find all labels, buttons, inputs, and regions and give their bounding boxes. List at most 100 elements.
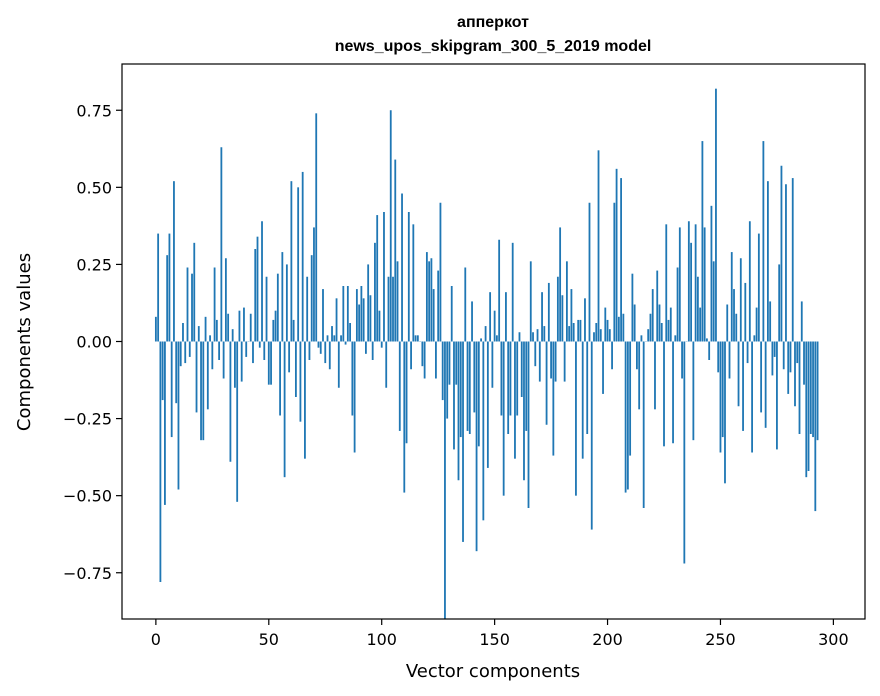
bar-93 — [365, 341, 367, 354]
bar-173 — [545, 341, 548, 425]
bar-23 — [206, 341, 209, 410]
bar-149 — [491, 341, 494, 388]
bar-258 — [737, 341, 740, 407]
y-axis: 0.75 0.50 0.25 0.00 −0.25 −0.50 −0.75 — [63, 101, 122, 583]
bar-31 — [224, 258, 227, 342]
bar-229 — [672, 341, 674, 444]
y-tick-label: 0.75 — [76, 101, 112, 120]
bar-240 — [696, 276, 699, 342]
bar-80 — [335, 298, 338, 342]
bar-19 — [197, 326, 200, 342]
bar-144 — [480, 338, 482, 342]
bar-155 — [505, 292, 507, 342]
bar-165 — [527, 341, 530, 508]
bar-210 — [629, 341, 632, 456]
bar-70 — [313, 227, 315, 342]
bar-247 — [712, 261, 715, 342]
bar-163 — [523, 341, 525, 481]
bar-225 — [663, 341, 665, 447]
bar-42 — [249, 313, 252, 342]
bar-90 — [358, 304, 361, 342]
bar-215 — [640, 335, 643, 342]
bar-112 — [407, 212, 410, 342]
bar-228 — [669, 307, 672, 342]
x-tick-label: 200 — [592, 630, 623, 649]
bar-6 — [168, 233, 171, 342]
bar-105 — [392, 276, 394, 342]
bar-151 — [495, 335, 498, 342]
bar-50 — [267, 341, 270, 385]
bar-180 — [561, 295, 564, 342]
bar-263 — [748, 221, 751, 342]
bar-257 — [735, 313, 738, 342]
bar-145 — [482, 341, 485, 521]
bar-259 — [739, 258, 742, 342]
bar-81 — [337, 341, 340, 388]
bar-120 — [425, 252, 428, 342]
bar-72 — [317, 341, 320, 348]
bar-201 — [608, 329, 611, 342]
bar-36 — [236, 341, 239, 502]
bar-271 — [766, 181, 769, 342]
x-tick-label: 300 — [818, 630, 849, 649]
bar-131 — [450, 286, 453, 342]
bar-143 — [477, 341, 480, 447]
bar-135 — [459, 341, 462, 438]
bar-77 — [328, 341, 331, 370]
bar-183 — [568, 326, 571, 342]
bar-277 — [780, 165, 783, 342]
bar-56 — [281, 252, 284, 342]
bar-252 — [724, 341, 726, 484]
bar-5 — [166, 255, 169, 342]
bar-251 — [721, 341, 724, 438]
bar-86 — [349, 323, 351, 342]
bar-267 — [757, 233, 760, 342]
bar-121 — [428, 261, 431, 342]
bar-122 — [430, 258, 433, 342]
bar-73 — [319, 341, 322, 354]
bar-128 — [444, 341, 446, 619]
bar-282 — [791, 178, 794, 342]
bar-280 — [787, 341, 790, 394]
bar-268 — [760, 341, 763, 413]
bar-126 — [439, 202, 442, 342]
bar-187 — [577, 319, 580, 342]
bar-191 — [586, 341, 589, 434]
bar-116 — [416, 335, 419, 342]
bar-223 — [658, 304, 661, 342]
bar-190 — [584, 298, 586, 342]
bar-82 — [340, 335, 342, 342]
bar-292 — [814, 341, 817, 512]
bar-200 — [606, 319, 609, 342]
bar-88 — [353, 341, 356, 453]
bar-266 — [755, 307, 758, 342]
bar-4 — [164, 341, 166, 505]
bar-27 — [215, 319, 218, 342]
bar-46 — [258, 341, 261, 348]
x-tick-label: 50 — [259, 630, 279, 649]
bar-123 — [432, 289, 435, 342]
bar-158 — [511, 242, 514, 342]
bar-28 — [218, 341, 221, 360]
bar-260 — [742, 341, 744, 431]
bar-71 — [315, 113, 318, 342]
bar-8 — [173, 181, 175, 342]
bar-60 — [290, 181, 293, 342]
bar-233 — [681, 341, 683, 379]
bar-167 — [532, 332, 534, 342]
bar-139 — [468, 341, 471, 434]
bar-285 — [798, 341, 801, 434]
bar-92 — [362, 298, 365, 342]
bar-197 — [599, 329, 602, 342]
bar-142 — [475, 341, 478, 552]
bar-238 — [692, 341, 695, 441]
bar-59 — [288, 341, 291, 373]
bar-181 — [563, 341, 566, 382]
bar-206 — [620, 178, 622, 342]
bar-281 — [789, 341, 792, 373]
bar-203 — [613, 202, 616, 342]
bar-160 — [516, 341, 519, 416]
y-tick-label: 0.50 — [76, 178, 112, 197]
bar-52 — [272, 319, 275, 342]
